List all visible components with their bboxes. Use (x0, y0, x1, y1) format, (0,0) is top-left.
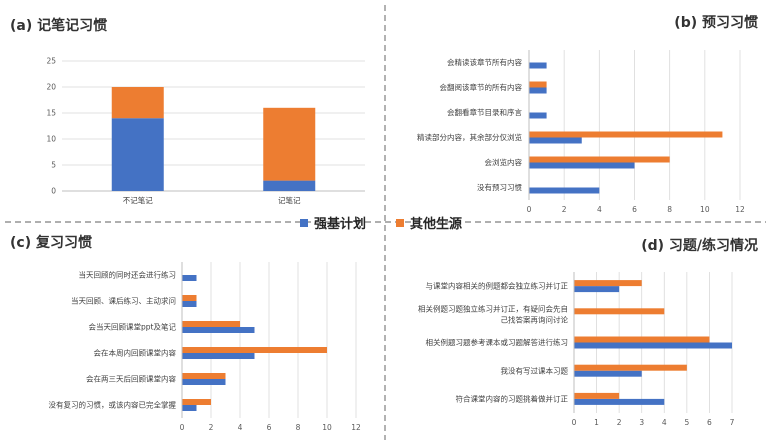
panel-b-bar-series1 (529, 137, 582, 144)
panel-c-x-tick: 4 (238, 423, 243, 432)
panel-d-bar-series2 (574, 336, 710, 343)
panel-c-chart: 0 2 4 6 8 10 12 没有复习的习惯，或该内容已完全掌握 会在两三天后回顾课堂内容 会在… (49, 262, 361, 432)
panel-d-category-label: 符合课堂内容的习题挑着做并订正 (456, 394, 569, 404)
panel-b-bar-series2 (529, 131, 723, 138)
panel-c-category-label: 没有复习的习惯，或该内容已完全掌握 (49, 400, 177, 410)
panel-d-category-label: 与课堂内容相关的例题都会独立练习并订正 (426, 281, 569, 291)
panel-d-x-tick: 7 (730, 418, 735, 427)
panel-a-title: (a) 记笔记习惯 (10, 17, 107, 34)
panel-a-y-tick: 10 (46, 135, 56, 144)
panel-b-category-label: 会翻看章节目录和序言 (447, 107, 522, 117)
panel-b-bar-series2 (529, 156, 670, 163)
panel-d-x-tick: 3 (639, 418, 644, 427)
panel-b-bar-series1 (529, 162, 635, 169)
panel-b-x-tick: 12 (735, 205, 745, 214)
panel-a-y-tick: 25 (46, 57, 56, 66)
panel-d-bar-series1 (574, 342, 732, 349)
panel-d-bar-series2 (574, 308, 665, 315)
panel-c-bar-series2 (182, 295, 197, 301)
panel-b-x-tick: 2 (562, 205, 567, 214)
panel-b-bar-series1 (529, 187, 600, 194)
panel-a-bar (263, 107, 316, 181)
panel-d-bar-series2 (574, 392, 620, 399)
panel-d-category-label: 己找答案再询问讨论 (501, 314, 569, 324)
panel-c-x-tick: 8 (296, 423, 301, 432)
panel-a-y-tick: 15 (46, 109, 56, 118)
panel-b-category-label: 会浏览内容 (485, 157, 523, 167)
panel-b-title: (b) 预习习惯 (674, 14, 758, 31)
panel-b-x-tick: 10 (700, 205, 710, 214)
panel-c-bar-series1 (182, 353, 255, 359)
panel-c-x-tick: 10 (322, 423, 332, 432)
panel-a-bar (111, 87, 164, 119)
panel-b-category-label: 没有预习习惯 (477, 182, 522, 192)
panel-c-title: (c) 复习习惯 (10, 234, 92, 251)
panel-c-category-label: 当天回顾、课后练习、主动求问 (71, 296, 176, 306)
panel-c-bar-series2 (182, 321, 240, 327)
panel-c-category-label: 当天回顾的同时还会进行练习 (79, 270, 177, 280)
panel-c-bar-series2 (182, 373, 226, 379)
panel-b-chart: 0 2 4 6 8 10 12 没有预习习惯 会浏览内容 精读部分内容，其余部分仅浏览 会翻看章节目… (417, 50, 745, 214)
panel-a-y-tick: 0 (51, 187, 56, 196)
panel-a-x-tick: 记笔记 (278, 195, 301, 205)
panel-c-category-label: 会在本周内回顾课堂内容 (94, 348, 177, 358)
panel-b-category-label: 精读部分内容，其余部分仅浏览 (417, 132, 522, 142)
panel-b-x-tick: 0 (527, 205, 532, 214)
panel-b-bar-series1 (529, 87, 547, 94)
panel-d-category-label: 我没有写过课本习题 (501, 365, 569, 375)
panel-c-bar-series1 (182, 405, 197, 411)
panel-d-x-tick: 1 (594, 418, 599, 427)
panel-c-bar-series1 (182, 275, 197, 281)
panel-c-bar-series1 (182, 379, 226, 385)
panel-b-bar-series1 (529, 62, 547, 69)
panel-d-bar-series2 (574, 280, 642, 287)
panel-b-x-tick: 6 (632, 205, 637, 214)
legend: 强基计划 其他生源 (300, 216, 462, 232)
panel-a-x-tick: 不记笔记 (123, 195, 153, 205)
panel-b-bar-series1 (529, 112, 547, 119)
panel-c-bar-series1 (182, 301, 197, 307)
panel-d-category-label: 相关例题习题参考课本或习题解答进行练习 (426, 337, 569, 347)
panel-b-category-label: 会精读该章节所有内容 (447, 57, 522, 67)
panel-d-bar-series1 (574, 370, 642, 377)
panel-c-x-tick: 2 (209, 423, 214, 432)
panel-a-chart: 0 5 10 15 20 25 不记笔记 记笔记 (46, 57, 365, 205)
panel-d-category-label: 相关例题习题独立练习并订正，有疑问会先自 (418, 303, 568, 313)
panel-b-x-tick: 8 (667, 205, 672, 214)
panel-d-x-tick: 6 (707, 418, 712, 427)
panel-d-title: (d) 习题/练习情况 (641, 237, 758, 254)
panel-d-bar-series2 (574, 364, 687, 371)
panel-d-bar-series1 (574, 398, 665, 405)
panel-b-bar-series2 (529, 81, 547, 88)
panel-a-bar (111, 118, 164, 191)
legend-label-series1: 强基计划 (314, 216, 366, 232)
panel-b-category-label: 会翻阅该章节的所有内容 (440, 82, 523, 92)
panel-d-x-tick: 2 (617, 418, 622, 427)
panel-d-x-tick: 0 (572, 418, 577, 427)
legend-swatch-series1 (300, 219, 308, 227)
panel-d-bar-series1 (574, 286, 620, 293)
panel-b-x-tick: 4 (597, 205, 602, 214)
legend-label-series2: 其他生源 (410, 216, 462, 232)
panel-c-x-tick: 0 (180, 423, 185, 432)
panel-a-y-tick: 20 (46, 83, 56, 92)
panel-c-x-tick: 6 (267, 423, 272, 432)
panel-c-category-label: 会当天回顾课堂ppt及笔记 (89, 322, 177, 332)
panel-c-bar-series1 (182, 327, 255, 333)
panel-d-chart: 0 1 2 3 4 5 6 7 符合课堂内容的习题挑着做并订正 我没有写过课本习题 相关例题习题参考… (418, 272, 735, 427)
panel-c-bar-series2 (182, 347, 327, 353)
panel-c-category-label: 会在两三天后回顾课堂内容 (86, 374, 176, 384)
panel-a-y-tick: 5 (51, 161, 56, 170)
legend-swatch-series2 (396, 219, 404, 227)
panel-d-x-tick: 4 (662, 418, 667, 427)
panel-c-bar-series2 (182, 399, 211, 405)
panel-d-x-tick: 5 (684, 418, 689, 427)
panel-c-x-tick: 12 (351, 423, 361, 432)
panel-a-bar (263, 180, 316, 191)
